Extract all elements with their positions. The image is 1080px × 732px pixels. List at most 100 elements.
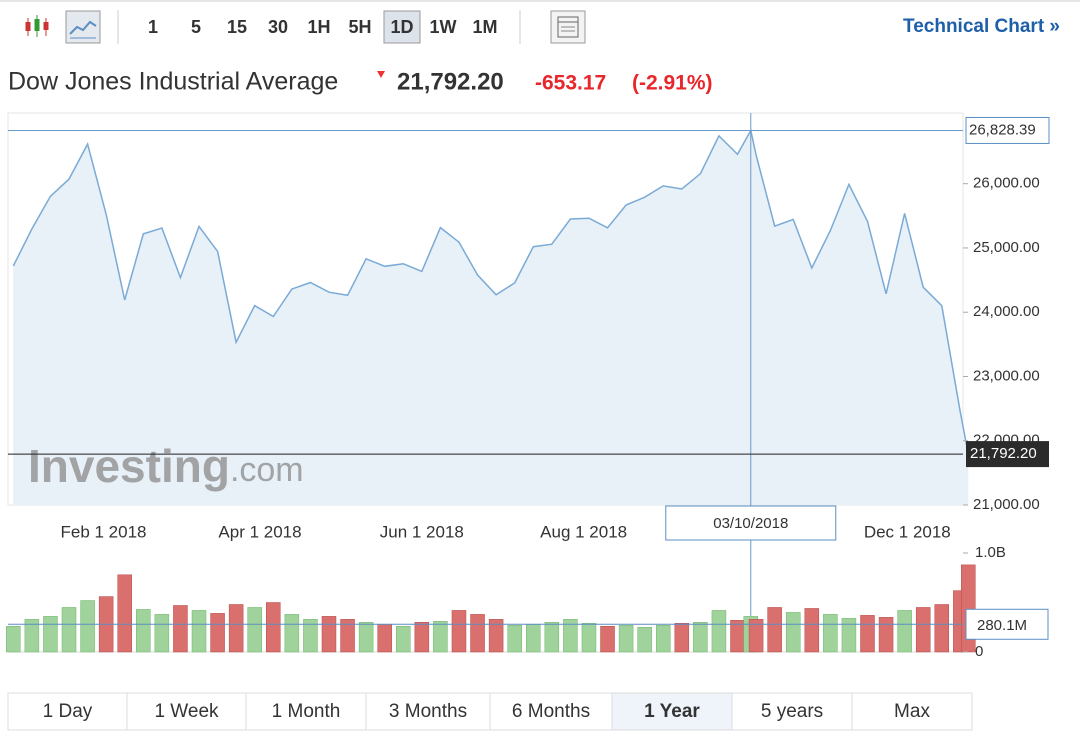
volume-bar: [61, 607, 77, 653]
volume-tick-label: 0: [975, 643, 983, 660]
volume-bar: [6, 626, 21, 653]
volume-bar: [563, 619, 578, 653]
volume-bar: [284, 614, 300, 653]
volume-bar: [934, 604, 950, 653]
range-button[interactable]: 1 Year: [644, 701, 700, 722]
y-tick-label: 25,000.00: [973, 239, 1040, 256]
x-tick-label: Dec 1 2018: [864, 522, 951, 541]
volume-bar: [785, 612, 801, 653]
line-chart-icon[interactable]: [65, 10, 101, 44]
volume-bar: [191, 610, 207, 653]
volume-bar: [43, 616, 58, 653]
range-button[interactable]: 3 Months: [389, 701, 467, 722]
range-button-bg[interactable]: [245, 692, 367, 731]
price-line: [12, 128, 970, 455]
range-button[interactable]: 5 years: [761, 701, 823, 722]
range-button-bg[interactable]: [611, 692, 733, 731]
volume-bar: [358, 622, 374, 653]
volume-bar: [154, 614, 170, 653]
volume-bar: [730, 620, 745, 653]
technical-chart-link[interactable]: Technical Chart »: [903, 16, 1060, 37]
volume-bar: [488, 619, 504, 653]
interval-active-bg: [383, 10, 421, 44]
volume-bar: [136, 609, 151, 653]
x-tick-label: Jun 1 2018: [380, 522, 464, 541]
volume-bar: [266, 602, 281, 653]
y-tick-label: 23,000.00: [973, 367, 1040, 384]
range-button[interactable]: 1 Month: [272, 701, 341, 722]
interval-button[interactable]: 30: [268, 17, 288, 37]
range-button-bg[interactable]: [731, 692, 853, 731]
last-price-box: [966, 441, 1049, 468]
volume-bar: [228, 604, 244, 653]
range-button-bg[interactable]: [126, 692, 247, 731]
crosshair-date-box: [665, 505, 837, 541]
volume-bar: [507, 625, 522, 653]
range-button-bg[interactable]: [365, 692, 491, 731]
volume-bar: [823, 614, 838, 653]
volume-tick-label: 1.0B: [975, 544, 1006, 561]
price-change: -653.17: [535, 72, 606, 95]
volume-bar: [451, 610, 467, 653]
volume-bar: [414, 622, 430, 653]
volume-bar: [470, 614, 485, 653]
range-button[interactable]: Max: [894, 701, 930, 722]
volume-bar: [693, 622, 708, 653]
candle-icon[interactable]: [25, 15, 49, 37]
interval-button[interactable]: 5: [191, 17, 201, 37]
interval-button[interactable]: 1H: [307, 17, 330, 37]
volume-bar: [878, 617, 894, 653]
volume-bar: [637, 627, 652, 653]
volume-bar: [526, 624, 541, 653]
last-price-label: 21,792.20: [970, 445, 1037, 462]
volume-bar: [321, 616, 337, 653]
volume-bar: [860, 615, 875, 653]
interval-button[interactable]: 1D: [390, 17, 413, 37]
volume-bar: [24, 619, 40, 653]
volume-bar: [247, 607, 262, 653]
volume-bar: [767, 607, 782, 653]
interval-button[interactable]: 15: [227, 17, 247, 37]
volume-bar: [210, 613, 225, 653]
watermark: Investing: [28, 440, 230, 492]
range-button[interactable]: 6 Months: [512, 701, 590, 722]
volume-bar: [581, 623, 597, 653]
volume-bar: [841, 618, 857, 653]
volume-bar: [897, 610, 912, 653]
y-tick-label: 21,000.00: [973, 496, 1040, 513]
volume-bar: [117, 574, 132, 653]
range-button-bg[interactable]: [7, 692, 128, 731]
crosshair-value-box: [965, 116, 1050, 144]
volume-bar: [80, 600, 95, 653]
layout-icon[interactable]: [550, 10, 586, 44]
volume-bar: [674, 623, 690, 653]
range-button-bg[interactable]: [851, 692, 973, 731]
down-arrow: [377, 71, 385, 78]
interval-button[interactable]: 1M: [472, 17, 497, 37]
volume-bar: [303, 619, 318, 653]
y-tick-label: 26,000.00: [973, 175, 1040, 192]
x-tick-label: Feb 1 2018: [60, 522, 146, 541]
area-fill: [13, 130, 969, 505]
interval-button[interactable]: 1: [148, 17, 158, 37]
volume-average-label: 280.1M: [977, 617, 1027, 634]
range-button[interactable]: 1 Day: [43, 701, 93, 722]
y-tick-label: 24,000.00: [973, 303, 1040, 320]
volume-bar: [433, 621, 448, 653]
interval-button[interactable]: 1W: [430, 17, 457, 37]
x-tick-label: Aug 1 2018: [540, 522, 627, 541]
volume-bar: [804, 608, 820, 653]
watermark-suffix: .com: [230, 451, 304, 489]
volume-bar: [173, 605, 188, 653]
volume-bar: [915, 607, 931, 653]
crosshair-date-label: 03/10/2018: [713, 515, 788, 532]
volume-bar: [711, 610, 727, 653]
volume-bar: [340, 619, 355, 653]
volume-bar: [600, 626, 615, 653]
volume-bar: [748, 619, 764, 653]
interval-button[interactable]: 5H: [348, 17, 371, 37]
instrument-name: Dow Jones Industrial Average: [8, 68, 338, 96]
volume-average-box: [965, 608, 1049, 640]
range-button[interactable]: 1 Week: [154, 701, 219, 722]
